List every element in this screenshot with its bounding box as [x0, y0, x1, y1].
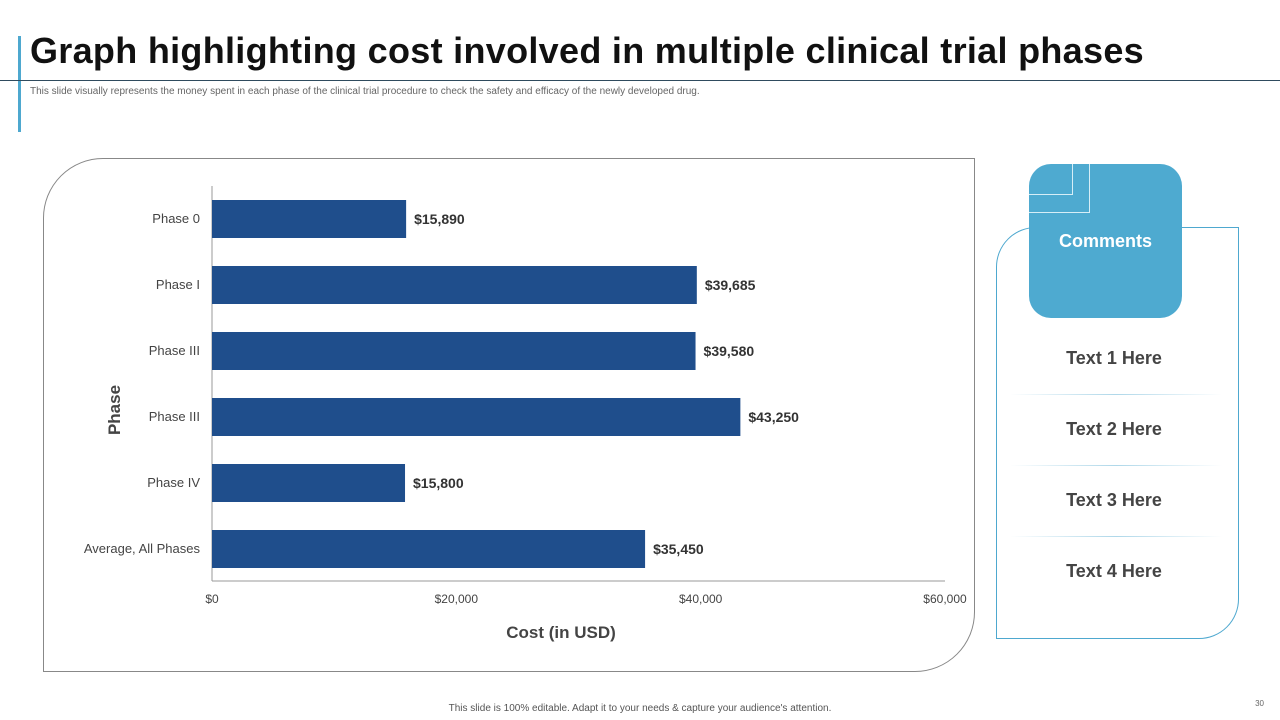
footer-note: This slide is 100% editable. Adapt it to…	[448, 703, 832, 714]
page-number: 30	[1255, 699, 1264, 708]
comments-header: Comments	[1029, 164, 1182, 318]
comment-divider	[1010, 465, 1222, 466]
data-label: $39,580	[704, 343, 755, 359]
category-label: Phase IV	[147, 475, 200, 490]
page-title: Graph highlighting cost involved in mult…	[30, 30, 1144, 71]
bar-6	[212, 530, 646, 568]
x-axis-title: Cost (in USD)	[506, 623, 616, 642]
category-label: Phase III	[149, 343, 200, 358]
decorative-outline-large	[1029, 164, 1090, 213]
title-accent-bar	[18, 36, 21, 132]
title-rule	[0, 80, 1280, 81]
comment-item-1: Text 1 Here	[1066, 348, 1162, 368]
category-label: Average, All Phases	[84, 541, 201, 556]
data-label: $15,800	[413, 475, 464, 491]
data-label: $43,250	[748, 409, 799, 425]
page-subtitle: This slide visually represents the money…	[30, 86, 700, 97]
data-label: $15,890	[414, 211, 465, 227]
data-label: $39,685	[705, 277, 756, 293]
data-label: $35,450	[653, 541, 704, 557]
x-tick-label: $60,000	[923, 592, 967, 606]
bar-1	[212, 200, 407, 238]
x-tick-label: $0	[205, 592, 219, 606]
comment-item-4: Text 4 Here	[1066, 561, 1162, 581]
comments-header-label: Comments	[1058, 230, 1152, 251]
bar-2	[212, 266, 697, 304]
x-tick-label: $40,000	[679, 592, 723, 606]
comment-divider	[1010, 394, 1222, 395]
y-axis-title: Phase	[105, 385, 124, 435]
comment-item-2: Text 2 Here	[1066, 419, 1162, 439]
bar-4	[212, 398, 741, 436]
decorative-outline-small	[1029, 164, 1073, 195]
category-label: Phase 0	[152, 211, 200, 226]
category-label: Phase III	[149, 409, 200, 424]
chart-frame	[43, 158, 975, 672]
category-label: Phase I	[156, 277, 200, 292]
comment-divider	[1010, 536, 1222, 537]
bar-5	[212, 464, 406, 502]
x-tick-label: $20,000	[435, 592, 479, 606]
comment-item-3: Text 3 Here	[1066, 490, 1162, 510]
bar-3	[212, 332, 696, 370]
